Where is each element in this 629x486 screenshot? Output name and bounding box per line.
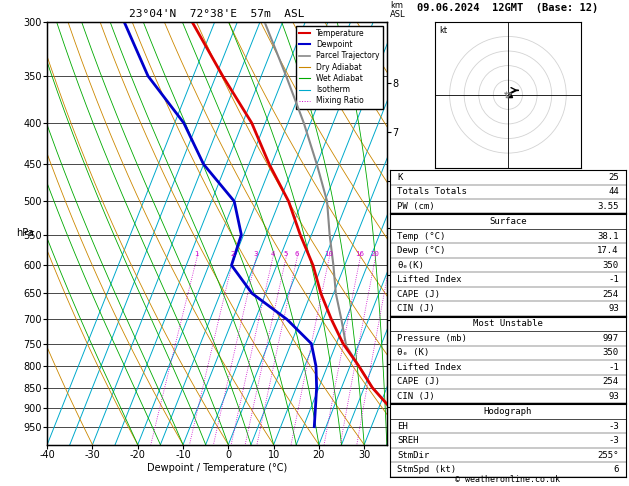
Text: -3: -3 bbox=[608, 422, 619, 431]
Text: 4: 4 bbox=[270, 251, 275, 257]
Text: CAPE (J): CAPE (J) bbox=[397, 290, 440, 298]
Text: 25: 25 bbox=[608, 173, 619, 182]
Text: Totals Totals: Totals Totals bbox=[397, 187, 467, 196]
Text: -1: -1 bbox=[608, 363, 619, 372]
Text: K: K bbox=[397, 173, 403, 182]
Text: SREH: SREH bbox=[397, 436, 418, 445]
Text: 09.06.2024  12GMT  (Base: 12): 09.06.2024 12GMT (Base: 12) bbox=[417, 3, 599, 13]
Text: StmDir: StmDir bbox=[397, 451, 430, 460]
Text: CIN (J): CIN (J) bbox=[397, 304, 435, 313]
Text: Temp (°C): Temp (°C) bbox=[397, 232, 445, 241]
X-axis label: Dewpoint / Temperature (°C): Dewpoint / Temperature (°C) bbox=[147, 463, 287, 473]
Text: 6: 6 bbox=[613, 465, 619, 474]
Text: CIN (J): CIN (J) bbox=[397, 392, 435, 401]
Text: 5: 5 bbox=[284, 251, 288, 257]
Text: 997: 997 bbox=[603, 334, 619, 343]
Text: 6: 6 bbox=[294, 251, 299, 257]
Text: 3: 3 bbox=[253, 251, 258, 257]
Text: kt: kt bbox=[440, 26, 447, 35]
Text: -3: -3 bbox=[608, 436, 619, 445]
Text: 254: 254 bbox=[603, 290, 619, 298]
Text: θₑ (K): θₑ (K) bbox=[397, 348, 430, 357]
Text: 255°: 255° bbox=[598, 451, 619, 460]
Text: Lifted Index: Lifted Index bbox=[397, 363, 462, 372]
Text: 1: 1 bbox=[194, 251, 199, 257]
Text: 23°04'N  72°38'E  57m  ASL: 23°04'N 72°38'E 57m ASL bbox=[129, 9, 305, 19]
Text: θₑ(K): θₑ(K) bbox=[397, 260, 424, 270]
Text: 20: 20 bbox=[370, 251, 379, 257]
Text: 16: 16 bbox=[355, 251, 364, 257]
Text: 254: 254 bbox=[603, 377, 619, 386]
Text: PW (cm): PW (cm) bbox=[397, 202, 435, 211]
Text: 38.1: 38.1 bbox=[598, 232, 619, 241]
Text: km
ASL: km ASL bbox=[390, 1, 406, 19]
Text: Surface: Surface bbox=[489, 217, 526, 226]
Text: Dewp (°C): Dewp (°C) bbox=[397, 246, 445, 255]
Text: Most Unstable: Most Unstable bbox=[473, 319, 543, 329]
Text: 93: 93 bbox=[608, 304, 619, 313]
Text: Lifted Index: Lifted Index bbox=[397, 275, 462, 284]
Text: 44: 44 bbox=[608, 187, 619, 196]
Y-axis label: Mixing Ratio (g/kg): Mixing Ratio (g/kg) bbox=[401, 193, 410, 273]
Text: © weatheronline.co.uk: © weatheronline.co.uk bbox=[455, 474, 560, 484]
Text: StmSpd (kt): StmSpd (kt) bbox=[397, 465, 456, 474]
Text: hPa: hPa bbox=[16, 228, 34, 238]
Text: CAPE (J): CAPE (J) bbox=[397, 377, 440, 386]
Text: 93: 93 bbox=[608, 392, 619, 401]
Text: EH: EH bbox=[397, 422, 408, 431]
Text: 3.55: 3.55 bbox=[598, 202, 619, 211]
Text: LCL: LCL bbox=[391, 342, 406, 350]
Text: Hodograph: Hodograph bbox=[484, 407, 532, 416]
Text: 350: 350 bbox=[603, 348, 619, 357]
Text: Pressure (mb): Pressure (mb) bbox=[397, 334, 467, 343]
Text: 10: 10 bbox=[325, 251, 333, 257]
Text: 17.4: 17.4 bbox=[598, 246, 619, 255]
Text: -1: -1 bbox=[608, 275, 619, 284]
Text: 350: 350 bbox=[603, 260, 619, 270]
Text: 2: 2 bbox=[231, 251, 235, 257]
Legend: Temperature, Dewpoint, Parcel Trajectory, Dry Adiabat, Wet Adiabat, Isotherm, Mi: Temperature, Dewpoint, Parcel Trajectory… bbox=[296, 26, 383, 108]
